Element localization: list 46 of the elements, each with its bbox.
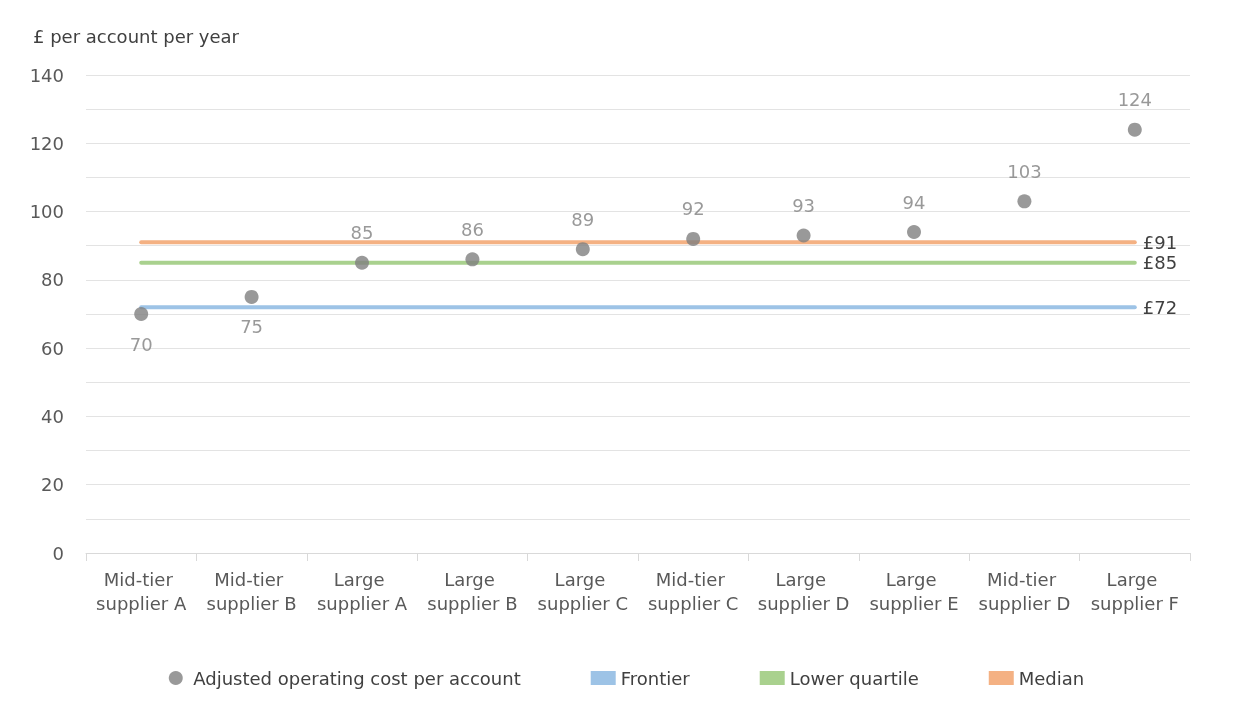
data-label: 75 [240, 316, 264, 338]
x-tick-label: Large supplier D [757, 568, 850, 614]
x-tick-label: Mid-tier supplier D [978, 568, 1071, 614]
y-tick-label: 20 [41, 474, 64, 496]
y-tick-label: 100 [29, 201, 64, 223]
x-tick-label: Large supplier F [1090, 568, 1179, 614]
data-label: 85 [350, 222, 374, 244]
point [355, 255, 369, 270]
x-tick-label: Mid-tier supplier A [96, 568, 187, 614]
data-label: £91 [1142, 231, 1178, 253]
point [1017, 194, 1032, 209]
y-tick-label: 120 [29, 132, 64, 154]
point [465, 252, 480, 267]
y-axis-title: £ per account per year [33, 25, 240, 47]
data-label: 89 [571, 208, 595, 230]
point [796, 228, 811, 243]
data-label: 86 [460, 218, 484, 240]
point [686, 231, 701, 246]
y-tick-label: 0 [52, 542, 64, 564]
data-label: £72 [1142, 296, 1178, 318]
point [134, 307, 149, 321]
x-tick-label: Large supplier C [537, 568, 628, 614]
x-tick-label: Large supplier B [427, 568, 518, 614]
y-tick-label: 80 [41, 269, 64, 291]
x-tick-label: Mid-tier supplier C [648, 568, 739, 614]
data-label: 70 [129, 333, 153, 355]
y-tick-label: 140 [29, 64, 64, 86]
point [244, 289, 259, 304]
data-label: 103 [1007, 160, 1042, 182]
y-tick-label: 40 [41, 405, 64, 427]
data-label: 92 [681, 198, 705, 220]
x-tick-label: Large supplier E [869, 568, 959, 614]
x-tick-label: Large supplier A [316, 568, 408, 614]
legend-label: Frontier [620, 667, 691, 689]
data-label: 124 [1117, 89, 1152, 111]
x-tick-label: Mid-tier supplier B [206, 568, 297, 614]
data-label: £85 [1142, 252, 1178, 274]
point [907, 225, 921, 240]
point [575, 242, 590, 257]
y-tick-label: 60 [41, 337, 64, 359]
legend-label: Lower quartile [789, 667, 919, 689]
data-label: 93 [792, 194, 816, 216]
legend-label: Median [1018, 667, 1085, 689]
point [1127, 122, 1142, 137]
data-label: 94 [902, 191, 926, 213]
legend-label: Adjusted operating cost per account [193, 667, 521, 689]
